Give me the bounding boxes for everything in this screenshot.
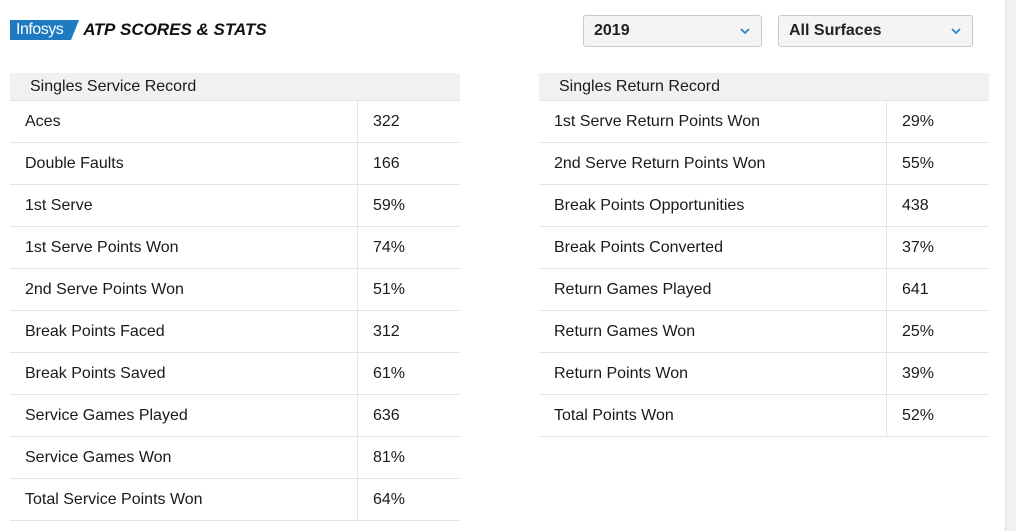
stat-label: Aces	[10, 101, 358, 142]
stat-label: Total Points Won	[539, 395, 887, 436]
stat-value: 61%	[373, 364, 406, 382]
table-row: Total Service Points Won 64%	[10, 479, 460, 521]
stat-label: Break Points Opportunities	[539, 185, 887, 226]
stat-label: 1st Serve Points Won	[10, 227, 358, 268]
stat-value: 166	[373, 154, 400, 172]
table-row: Total Points Won 52%	[539, 395, 989, 437]
stat-label: Total Service Points Won	[10, 479, 358, 520]
table-row: Service Games Played 636	[10, 395, 460, 437]
chevron-down-icon	[951, 28, 961, 35]
table-row: 2nd Serve Return Points Won 55%	[539, 143, 989, 185]
stat-label: Service Games Won	[10, 437, 358, 478]
stat-value: 438	[902, 196, 929, 214]
year-select-value: 2019	[594, 22, 630, 39]
stat-label: Break Points Saved	[10, 353, 358, 394]
stat-value: 641	[902, 280, 929, 298]
table-row: 1st Serve Return Points Won 29%	[539, 101, 989, 143]
stat-value: 81%	[373, 448, 406, 466]
stat-label: 2nd Serve Return Points Won	[539, 143, 887, 184]
stat-value: 39%	[902, 364, 935, 382]
stat-value: 64%	[373, 490, 406, 508]
table-row: Return Points Won 39%	[539, 353, 989, 395]
scores-stats-title: SCORES & STATS	[120, 20, 267, 39]
table-row: Return Games Played 641	[539, 269, 989, 311]
stat-label: Double Faults	[10, 143, 358, 184]
surface-select[interactable]: All Surfaces	[778, 15, 973, 47]
table-row: Break Points Converted 37%	[539, 227, 989, 269]
table-row: 1st Serve 59%	[10, 185, 460, 227]
stat-value: 312	[373, 322, 400, 340]
stat-value: 74%	[373, 238, 406, 256]
year-select[interactable]: 2019	[583, 15, 762, 47]
stat-value: 29%	[902, 112, 935, 130]
table-row: Aces 322	[10, 101, 460, 143]
stat-value: 52%	[902, 406, 935, 424]
table-row: Break Points Opportunities 438	[539, 185, 989, 227]
table-row: Break Points Saved 61%	[10, 353, 460, 395]
table-row: 1st Serve Points Won 74%	[10, 227, 460, 269]
table-row: 2nd Serve Points Won 51%	[10, 269, 460, 311]
stat-label: Return Games Played	[539, 269, 887, 310]
stat-label: 1st Serve	[10, 185, 358, 226]
stat-label: Return Points Won	[539, 353, 887, 394]
stat-label: Service Games Played	[10, 395, 358, 436]
page-scrollbar[interactable]	[1005, 0, 1016, 531]
stat-label: 1st Serve Return Points Won	[539, 101, 887, 142]
return-record-table: Singles Return Record 1st Serve Return P…	[539, 73, 989, 437]
table-row: Break Points Faced 312	[10, 311, 460, 353]
infosys-logo: Infosys	[10, 20, 72, 40]
stat-value: 322	[373, 112, 400, 130]
service-record-table: Singles Service Record Aces 322 Double Fau…	[10, 73, 460, 521]
table-row: Return Games Won 25%	[539, 311, 989, 353]
surface-select-value: All Surfaces	[789, 22, 882, 39]
stat-value: 636	[373, 406, 400, 424]
chevron-down-icon	[740, 28, 750, 35]
stat-value: 37%	[902, 238, 935, 256]
stat-label: 2nd Serve Points Won	[10, 269, 358, 310]
stat-label: Return Games Won	[539, 311, 887, 352]
atp-logo: ATP	[83, 20, 116, 39]
stat-value: 59%	[373, 196, 406, 214]
table-row: Double Faults 166	[10, 143, 460, 185]
stat-value: 51%	[373, 280, 406, 298]
stat-value: 25%	[902, 322, 935, 340]
infosys-atp-logo[interactable]: Infosys ATP SCORES & STATS	[10, 20, 267, 40]
return-record-title: Singles Return Record	[539, 73, 989, 101]
stat-label: Break Points Converted	[539, 227, 887, 268]
service-record-title: Singles Service Record	[10, 73, 460, 101]
table-row: Service Games Won 81%	[10, 437, 460, 479]
logo-divider	[71, 20, 80, 40]
stat-value: 55%	[902, 154, 935, 172]
stat-label: Break Points Faced	[10, 311, 358, 352]
